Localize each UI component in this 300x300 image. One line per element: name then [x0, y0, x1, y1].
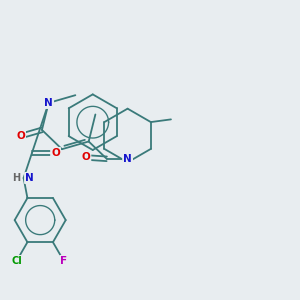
Text: O: O	[16, 131, 25, 141]
Text: H: H	[12, 173, 20, 183]
Text: N: N	[25, 173, 34, 183]
Text: O: O	[82, 152, 90, 162]
Text: F: F	[60, 256, 68, 266]
Text: Cl: Cl	[11, 256, 22, 266]
Text: N: N	[44, 98, 53, 108]
Text: N: N	[123, 154, 132, 164]
Text: O: O	[51, 148, 60, 158]
